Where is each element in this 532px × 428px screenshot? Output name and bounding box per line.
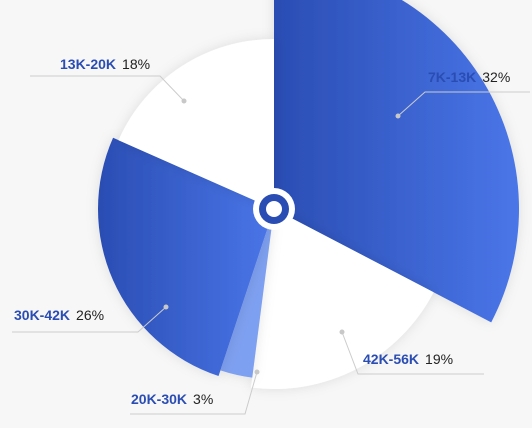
slice-percent: 26% — [76, 307, 104, 323]
leader-line-30K-42K — [12, 306, 167, 333]
slice-label-13K-20K: 13K-20K 18% — [60, 56, 150, 72]
slice-category: 13K-20K — [60, 56, 116, 72]
slice-percent: 3% — [193, 391, 213, 407]
leader-line-20K-30K — [130, 371, 258, 415]
slice-label-7K-13K: 7K-13K 32% — [428, 69, 510, 85]
leader-line-7K-13K — [397, 91, 530, 117]
slice-label-20K-30K: 20K-30K 3% — [131, 391, 213, 407]
leader-line-13K-20K — [30, 75, 185, 102]
leader-dot-30K-42K — [163, 304, 169, 310]
slice-30K-42K — [97, 137, 275, 377]
slice-label-42K-56K: 42K-56K 19% — [363, 351, 453, 367]
slice-20K-30K — [220, 209, 274, 378]
slice-category: 7K-13K — [428, 69, 476, 85]
slice-42K-56K — [250, 209, 434, 389]
slice-7K-13K — [274, 0, 519, 323]
slice-category: 20K-30K — [131, 391, 187, 407]
leader-dot-42K-56K — [339, 329, 345, 335]
slice-label-30K-42K: 30K-42K 26% — [14, 307, 104, 323]
leader-line-42K-56K — [341, 331, 484, 375]
slice-percent: 32% — [482, 69, 510, 85]
slice-percent: 19% — [425, 351, 453, 367]
slices-layer — [97, 0, 519, 389]
slice-13K-20K — [118, 38, 274, 209]
center-hole — [253, 188, 295, 230]
labels-layer: 7K-13K 32% 42K-56K 19% 20K-30K 3% 30K-42K 26% 13… — [12, 56, 530, 415]
leader-dot-13K-20K — [181, 98, 187, 104]
leader-dot-7K-13K — [395, 113, 401, 119]
slice-percent: 18% — [122, 56, 150, 72]
leader-dot-20K-30K — [254, 369, 260, 375]
slice-category: 42K-56K — [363, 351, 419, 367]
slice-category: 30K-42K — [14, 307, 70, 323]
